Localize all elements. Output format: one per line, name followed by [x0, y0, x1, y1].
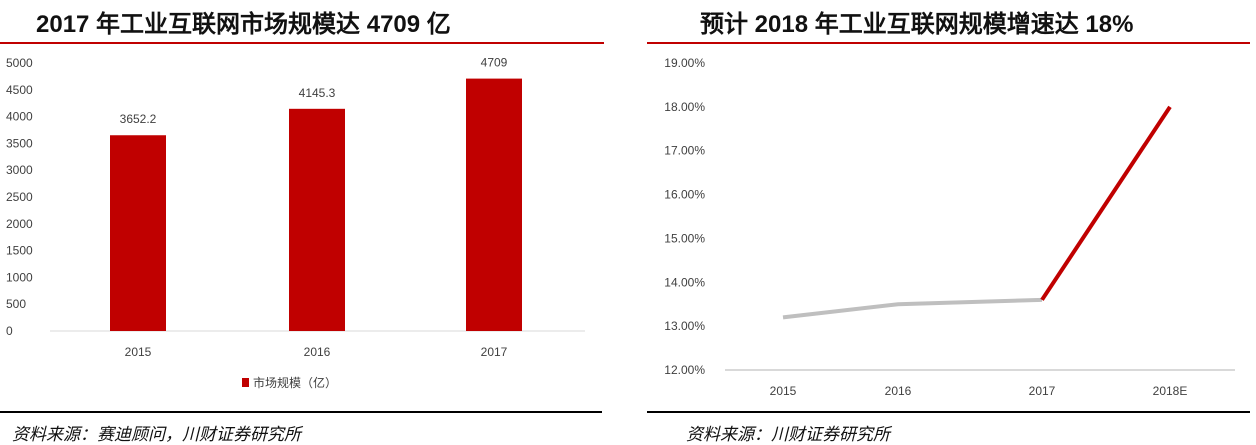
y-tick-label: 2000 — [6, 217, 33, 231]
x-tick-label: 2016 — [885, 384, 912, 398]
y-tick-label: 14.00% — [664, 275, 705, 289]
right-chart-title: 预计 2018 年工业互联网规模增速达 18% — [700, 11, 1134, 38]
x-tick-label: 2018E — [1153, 384, 1188, 398]
right-title-rule — [647, 42, 1250, 44]
legend-swatch — [242, 378, 249, 387]
y-tick-label: 500 — [6, 297, 26, 311]
bar-value-label: 3652.2 — [120, 112, 157, 126]
left-title-rule — [0, 42, 604, 44]
y-tick-label: 16.00% — [664, 188, 705, 202]
bar-value-label: 4145.3 — [299, 86, 336, 100]
left-source-note: 资料来源：赛迪顾问，川财证券研究所 — [12, 425, 301, 445]
left-bottom-rule — [0, 411, 602, 413]
y-tick-label: 15.00% — [664, 231, 705, 245]
bar — [466, 78, 522, 332]
y-tick-label: 2500 — [6, 190, 33, 204]
forecast-growth-line — [1040, 105, 1172, 301]
actual-growth-line — [782, 297, 1043, 320]
y-tick-label: 3500 — [6, 136, 33, 150]
x-tick-label: 2016 — [304, 345, 331, 359]
x-tick-label: 2017 — [481, 345, 508, 359]
y-tick-label: 5000 — [6, 56, 33, 70]
bar — [110, 135, 166, 331]
y-tick-label: 13.00% — [664, 319, 705, 333]
y-tick-label: 3000 — [6, 163, 33, 177]
bar-value-label: 4709 — [481, 56, 508, 70]
x-tick-label: 2015 — [770, 384, 797, 398]
x-tick-label: 2017 — [1029, 384, 1056, 398]
y-tick-label: 19.00% — [664, 56, 705, 70]
y-tick-label: 4000 — [6, 110, 33, 124]
right-bottom-rule — [647, 411, 1250, 413]
y-tick-label: 1000 — [6, 270, 33, 284]
right-source-note: 资料来源：川财证券研究所 — [686, 425, 890, 445]
legend-label: 市场规模（亿） — [253, 375, 337, 390]
left-chart-title: 2017 年工业互联网市场规模达 4709 亿 — [36, 11, 451, 38]
y-tick-label: 0 — [6, 324, 13, 338]
y-tick-label: 4500 — [6, 83, 33, 97]
y-tick-label: 17.00% — [664, 144, 705, 158]
y-tick-label: 18.00% — [664, 100, 705, 114]
y-tick-label: 12.00% — [664, 363, 705, 377]
x-tick-label: 2015 — [125, 345, 152, 359]
bar — [289, 108, 345, 331]
y-tick-label: 1500 — [6, 244, 33, 258]
